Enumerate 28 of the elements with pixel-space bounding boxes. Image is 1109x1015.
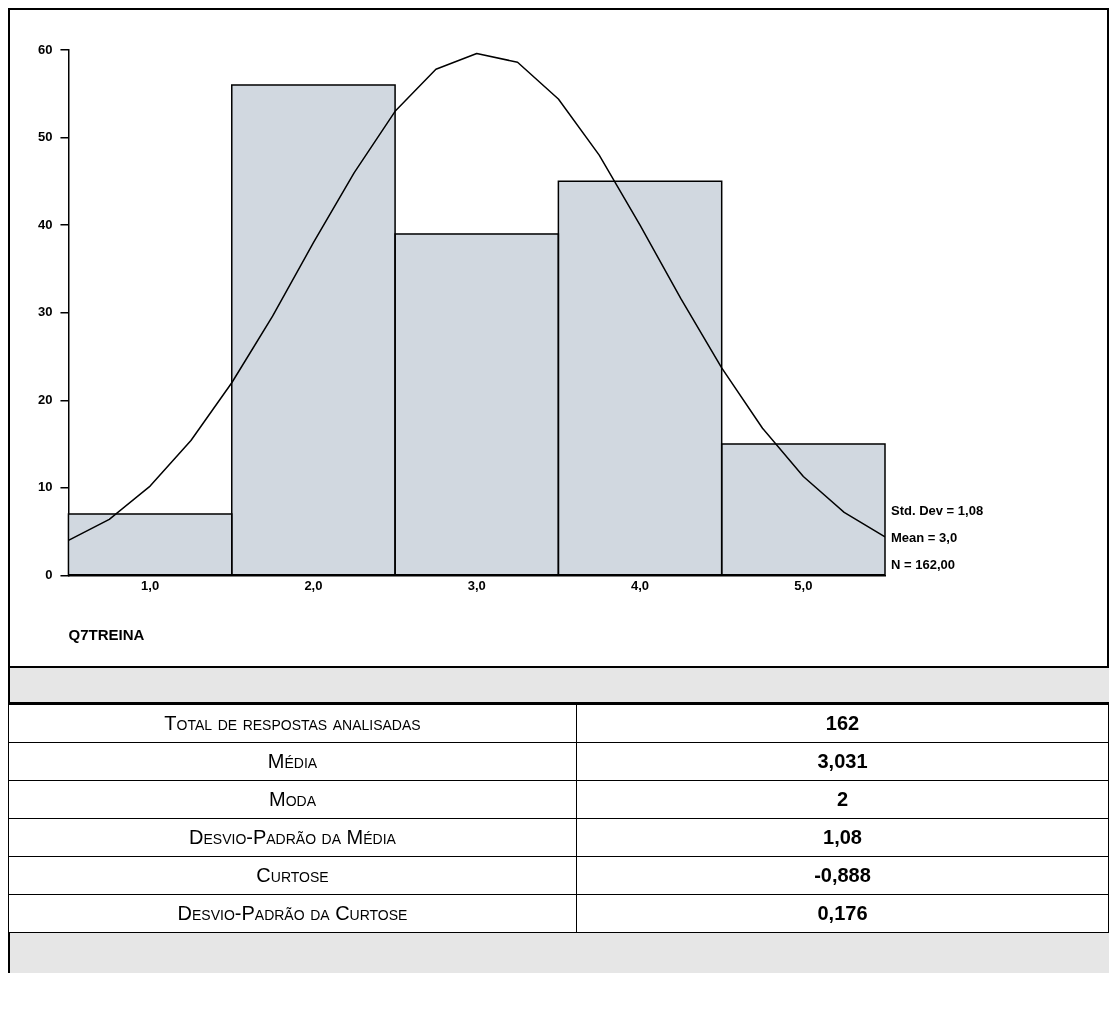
category-label: Total de respostas analisadas (8, 704, 577, 743)
y-tick-label: 30 (37, 304, 53, 320)
y-tick-label: 50 (37, 129, 53, 145)
y-tick-label: 40 (37, 216, 53, 232)
text: 1,08 (823, 826, 862, 848)
text: N = 162,00 (891, 556, 955, 572)
x-tick-label: 5,0 (794, 577, 813, 593)
x-tick-label: 3,0 (467, 577, 486, 593)
text: 3,031 (817, 750, 868, 772)
text: -0,888 (814, 864, 871, 886)
x-tick-label: 4,0 (631, 577, 650, 593)
text: 162 (825, 712, 860, 734)
x-tick-label: 2,0 (304, 577, 323, 593)
y-tick-label: 20 (37, 391, 53, 407)
category-label: Desvio-Padrão da Curtose (8, 894, 577, 933)
text: Std. Dev = 1,08 (891, 502, 984, 518)
category-label: Média (8, 742, 577, 781)
x-axis-title: Q7TREINA (68, 626, 145, 644)
y-tick-label: 60 (37, 41, 53, 57)
y-tick-label: 0 (45, 566, 53, 582)
category-label: Moda (8, 780, 577, 819)
text: 0,176 (817, 902, 868, 924)
text: 2 (836, 788, 849, 810)
y-tick-label: 10 (37, 479, 53, 495)
text: Mean = 3,0 (891, 529, 958, 545)
x-tick-label: 1,0 (141, 577, 160, 593)
category-label: Curtose (8, 856, 577, 895)
category-label: Desvio-Padrão da Média (8, 818, 577, 857)
